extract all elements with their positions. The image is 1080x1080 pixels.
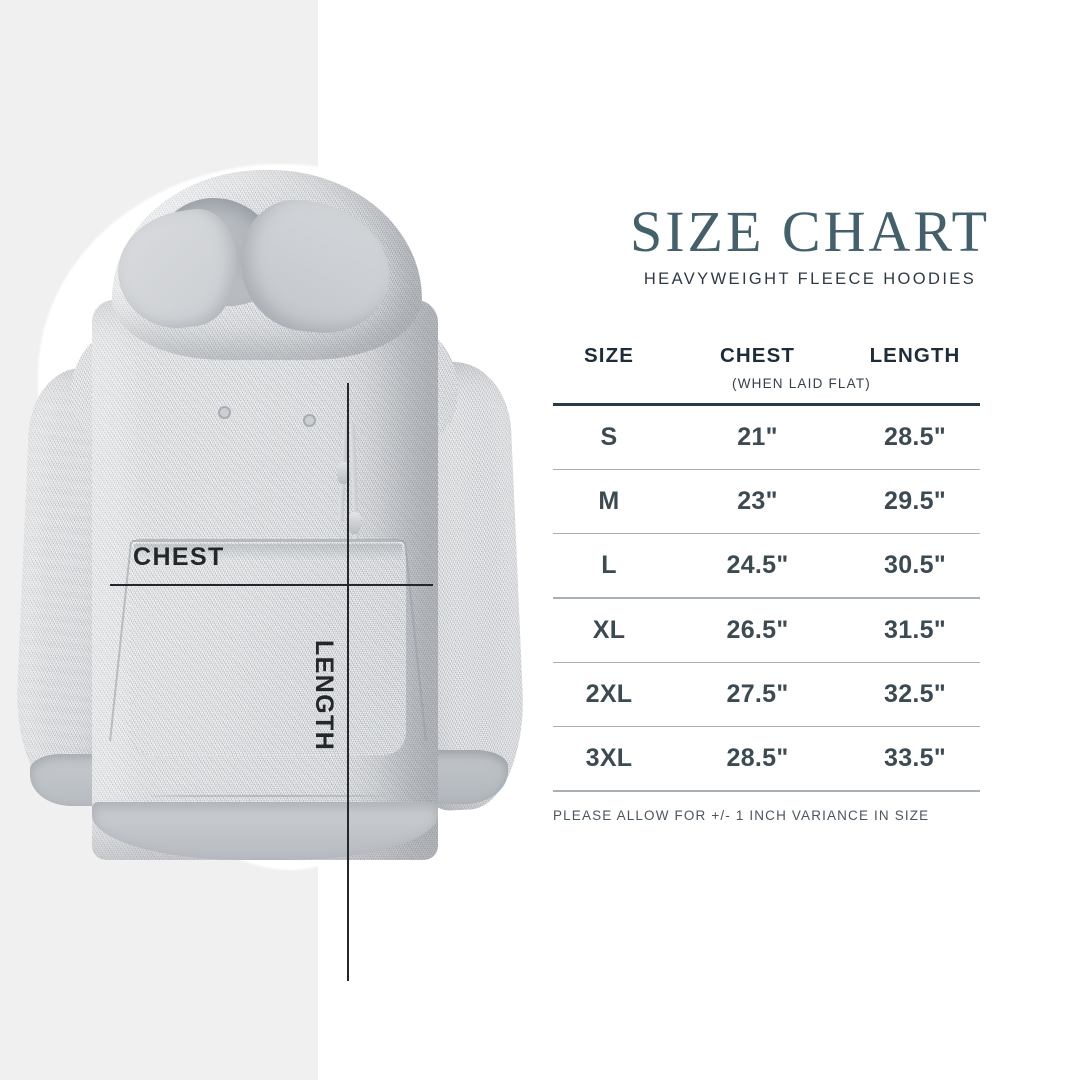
cell-length: 31.5": [883, 615, 946, 644]
product-photo: CHEST LENGTH: [0, 140, 540, 981]
cell-size: M: [598, 486, 620, 515]
cell-chest: 28.5": [726, 744, 789, 773]
length-measure-line: [347, 383, 349, 981]
column-header-length: LENGTH: [869, 344, 961, 367]
drawcord-aglet-right: [348, 512, 361, 534]
table-row-rule: [553, 468, 980, 470]
table-row: M 23" 29.5": [553, 470, 980, 533]
pocket-shadow: [134, 544, 402, 560]
chest-measure-label: CHEST: [133, 543, 225, 571]
table-header-rule: [553, 403, 980, 406]
chest-measure-line: [110, 584, 433, 586]
cell-length: 29.5": [883, 486, 946, 515]
cell-length: 32.5": [883, 680, 946, 709]
column-header-chest-note: (WHEN LAID FLAT): [732, 376, 871, 391]
table-row: 2XL 27.5" 32.5": [553, 663, 980, 726]
table-row: XL 26.5" 31.5": [553, 599, 980, 662]
table-row-rule: [553, 661, 980, 664]
table-row-rule: [553, 597, 980, 599]
cell-size: L: [601, 551, 617, 580]
cell-size: S: [600, 422, 618, 451]
pocket-top-seam: [132, 540, 404, 542]
table-row: L 24.5" 30.5": [553, 534, 980, 597]
hem-seam: [150, 795, 386, 797]
hoodie-kangaroo-pocket: [130, 540, 406, 755]
cell-length: 33.5": [883, 744, 946, 773]
column-header-size: SIZE: [584, 344, 634, 367]
variance-footnote: PLEASE ALLOW FOR +/- 1 INCH VARIANCE IN …: [553, 807, 930, 823]
cell-chest: 27.5": [726, 680, 789, 709]
cell-size: XL: [592, 615, 626, 644]
table-row: 3XL 28.5" 33.5": [553, 727, 980, 790]
drawcord-eyelet-right: [303, 414, 316, 427]
size-table: SIZE CHEST LENGTH (WHEN LAID FLAT) S 21"…: [553, 340, 980, 823]
length-measure-label: LENGTH: [310, 640, 338, 752]
page-subtitle: HEAVYWEIGHT FLEECE HOODIES: [643, 270, 977, 288]
cell-length: 30.5": [883, 551, 946, 580]
page-title: SIZE CHART: [629, 199, 991, 264]
cell-chest: 21": [737, 422, 778, 451]
drawcord-aglet-left: [337, 462, 350, 484]
table-row-rule: [553, 532, 980, 535]
table-bottom-rule: [553, 790, 980, 792]
table-row: S 21" 28.5": [553, 406, 980, 469]
size-chart-panel: SIZE CHART HEAVYWEIGHT FLEECE HOODIES SI…: [540, 0, 1080, 1080]
table-row-rule: [553, 726, 980, 728]
table-header-row: SIZE CHEST LENGTH: [553, 340, 980, 372]
cell-chest: 23": [737, 486, 778, 515]
cell-length: 28.5": [883, 422, 946, 451]
cell-size: 3XL: [585, 744, 633, 773]
cell-chest: 24.5": [726, 551, 789, 580]
cell-size: 2XL: [585, 680, 633, 709]
hoodie-illustration: [0, 140, 540, 900]
column-header-chest: CHEST: [720, 344, 795, 367]
cell-chest: 26.5": [726, 615, 789, 644]
drawcord-eyelet-left: [218, 406, 231, 419]
